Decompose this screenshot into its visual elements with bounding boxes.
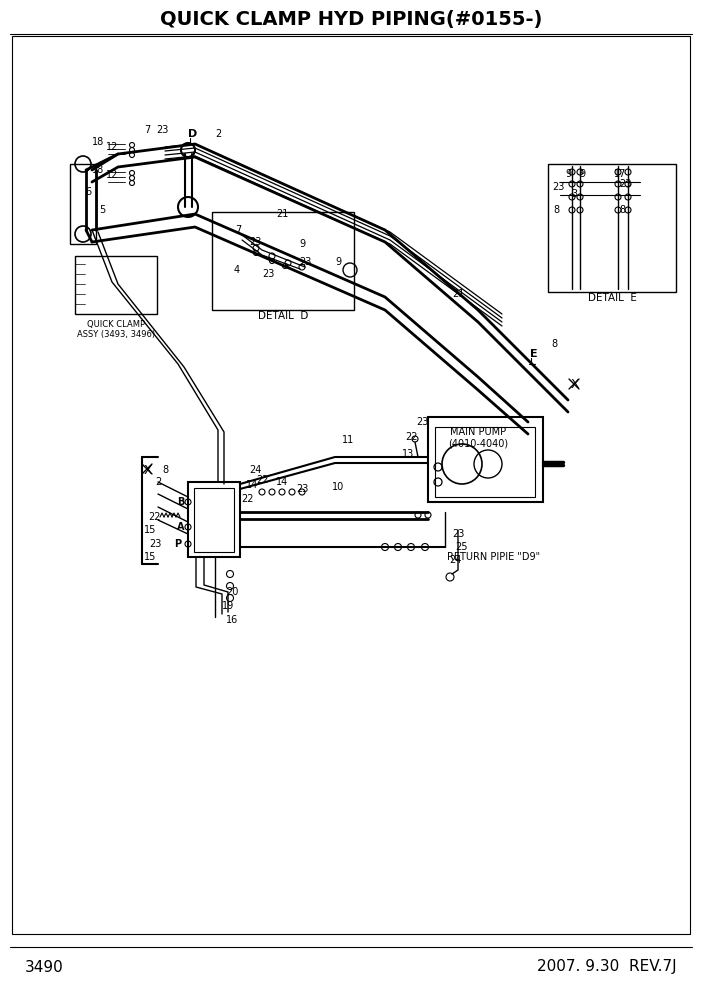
Text: QUICK CLAMP HYD PIPING(#0155-): QUICK CLAMP HYD PIPING(#0155-) <box>160 11 542 30</box>
Text: 23: 23 <box>552 182 564 192</box>
Text: 20: 20 <box>226 587 238 597</box>
Text: 24: 24 <box>449 555 461 565</box>
Text: P: P <box>174 539 182 549</box>
Text: E: E <box>530 349 538 359</box>
Text: 3: 3 <box>571 189 577 199</box>
Text: MAIN PUMP: MAIN PUMP <box>450 427 506 437</box>
Text: 4: 4 <box>234 265 240 275</box>
Text: 14: 14 <box>246 480 258 490</box>
Text: 10: 10 <box>332 482 344 492</box>
Bar <box>188 482 240 557</box>
Text: 16: 16 <box>226 615 238 625</box>
Text: 6: 6 <box>85 187 91 197</box>
Bar <box>75 256 157 314</box>
Text: 8: 8 <box>162 465 168 475</box>
Text: 23: 23 <box>249 237 261 247</box>
Text: 2: 2 <box>155 477 161 487</box>
Bar <box>548 164 676 292</box>
Text: 21: 21 <box>452 289 464 299</box>
Text: 8: 8 <box>553 205 559 215</box>
Text: 15: 15 <box>144 525 156 535</box>
Text: B: B <box>178 497 185 507</box>
Text: X: X <box>571 378 579 391</box>
Text: 23: 23 <box>262 269 274 279</box>
Bar <box>212 212 354 310</box>
Text: 18: 18 <box>92 137 104 147</box>
Text: 3490: 3490 <box>25 959 64 974</box>
Bar <box>428 417 543 502</box>
Text: 22: 22 <box>149 512 161 522</box>
Text: 23: 23 <box>416 417 428 427</box>
Text: X: X <box>144 463 152 476</box>
Text: 22: 22 <box>257 475 270 485</box>
Bar <box>194 488 234 552</box>
Text: D: D <box>188 129 198 139</box>
Text: 25: 25 <box>456 542 468 552</box>
Text: QUICK CLAMP: QUICK CLAMP <box>87 320 145 329</box>
Text: 22: 22 <box>406 432 418 442</box>
Text: 11: 11 <box>342 435 354 445</box>
Text: 9: 9 <box>579 169 585 179</box>
Text: 9: 9 <box>299 239 305 249</box>
Text: 12: 12 <box>106 142 118 152</box>
Text: 7: 7 <box>144 125 150 135</box>
Text: 12: 12 <box>106 170 118 180</box>
Text: 8: 8 <box>619 205 625 215</box>
Text: 18: 18 <box>92 165 104 175</box>
Text: 19: 19 <box>222 601 234 611</box>
Text: 23: 23 <box>618 179 631 189</box>
Text: 23: 23 <box>299 257 311 267</box>
Text: 2: 2 <box>215 129 221 139</box>
Text: 14: 14 <box>276 477 288 487</box>
Text: 2007. 9.30  REV.7J: 2007. 9.30 REV.7J <box>537 959 677 974</box>
Text: 22: 22 <box>241 494 254 504</box>
Text: 23: 23 <box>296 484 308 494</box>
Text: 24: 24 <box>249 465 261 475</box>
Text: 9: 9 <box>335 257 341 267</box>
Text: 7: 7 <box>235 225 241 235</box>
Bar <box>435 427 535 497</box>
Text: (4010-4040): (4010-4040) <box>448 438 508 448</box>
Text: 23: 23 <box>452 529 464 539</box>
Text: RETURN PIPIE "D9": RETURN PIPIE "D9" <box>447 552 540 562</box>
Text: DETAIL  D: DETAIL D <box>258 311 308 321</box>
Text: 23: 23 <box>156 125 168 135</box>
Text: 15: 15 <box>144 552 156 562</box>
Text: 17: 17 <box>614 169 626 179</box>
Text: 5: 5 <box>99 205 105 215</box>
Text: ASSY (3493, 3496): ASSY (3493, 3496) <box>77 329 155 338</box>
Text: 23: 23 <box>149 539 161 549</box>
Text: 8: 8 <box>551 339 557 349</box>
Text: A: A <box>177 522 185 532</box>
Text: 9: 9 <box>565 169 571 179</box>
Text: 21: 21 <box>276 209 289 219</box>
Text: 13: 13 <box>402 449 414 459</box>
Bar <box>70 164 96 244</box>
Text: DETAIL  E: DETAIL E <box>588 293 637 303</box>
